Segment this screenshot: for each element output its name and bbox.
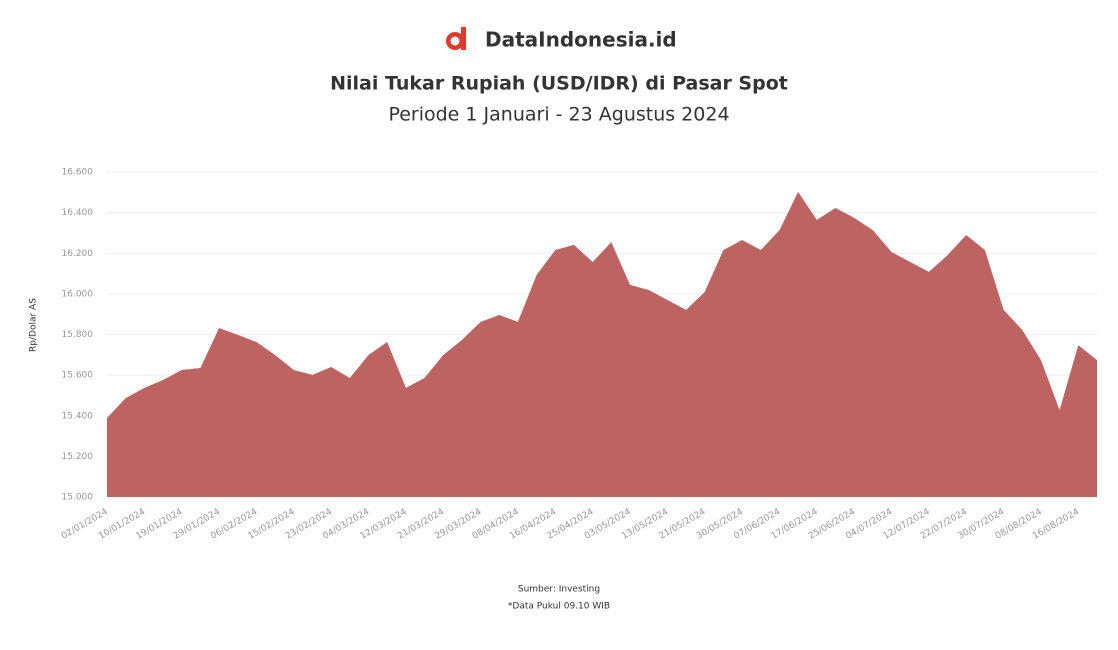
y-tick-label: 15.400 <box>62 411 94 421</box>
chart-title: Nilai Tukar Rupiah (USD/IDR) di Pasar Sp… <box>330 73 788 95</box>
logo <box>446 27 466 50</box>
y-tick-label: 15.200 <box>62 452 94 462</box>
y-tick-label: 16.000 <box>62 289 94 299</box>
source: Sumber: Investing <box>518 585 600 595</box>
y-tick-label: 15.000 <box>62 493 94 503</box>
y-tick-label: 16.200 <box>62 249 94 259</box>
brand: DataIndonesia.id <box>485 28 677 52</box>
y-tick-label: 15.600 <box>62 371 94 381</box>
y-tick-label: 16.600 <box>62 168 94 178</box>
note: *Data Pukul 09.10 WIB <box>508 602 610 612</box>
y-tick-label: 15.800 <box>62 330 94 340</box>
y-axis-title: Rp/Dolar AS <box>29 298 39 352</box>
chart-subtitle: Periode 1 Januari - 23 Agustus 2024 <box>388 104 729 126</box>
y-tick-label: 16.400 <box>62 208 94 218</box>
area <box>107 191 1097 497</box>
